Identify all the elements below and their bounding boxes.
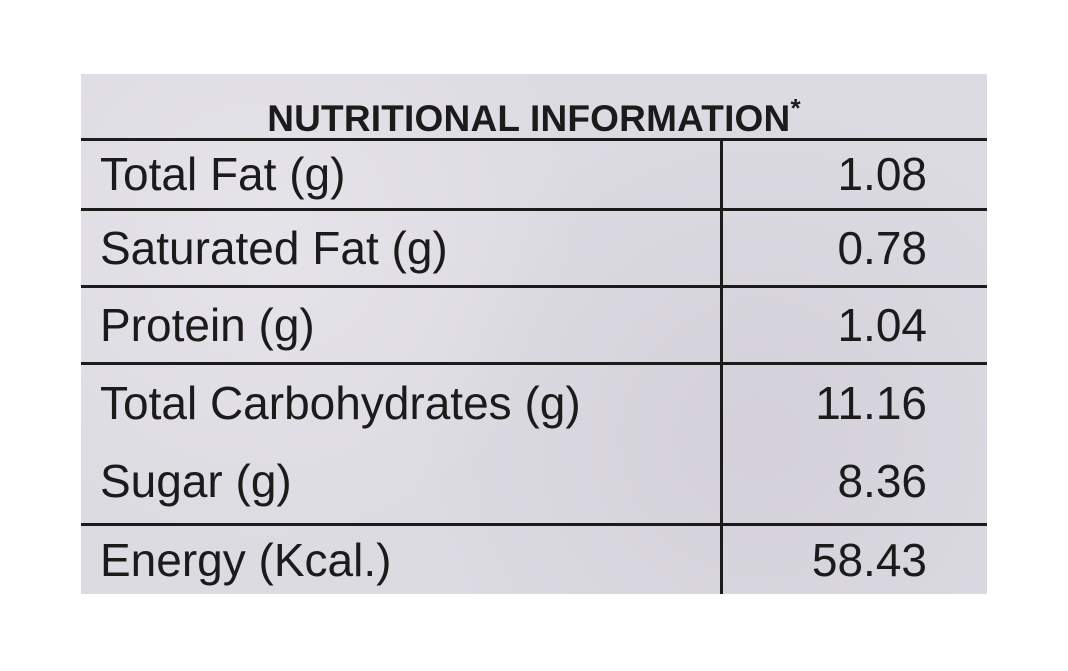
- title-text: NUTRITIONAL INFORMATION: [267, 98, 791, 139]
- nutrient-name: Total Carbohydrates (g): [100, 377, 581, 429]
- rule-row-1: [81, 208, 987, 211]
- column-divider: [720, 138, 723, 594]
- table-row: Energy (Kcal.) 58.43: [81, 522, 987, 598]
- table-row: Sugar (g) 8.36: [81, 443, 987, 519]
- rule-row-3: [81, 362, 987, 365]
- table-row: Total Carbohydrates (g) 11.16: [81, 365, 987, 441]
- nutrient-name: Total Fat (g): [100, 148, 346, 200]
- nutrient-value: 11.16: [815, 377, 927, 429]
- nutrition-label: NUTRITIONAL INFORMATION* Total Fat (g) 1…: [81, 74, 987, 594]
- rule-row-5: [81, 523, 987, 526]
- nutrient-name: Saturated Fat (g): [100, 222, 448, 274]
- nutrient-name: Energy (Kcal.): [100, 534, 392, 586]
- rule-top: [81, 138, 987, 141]
- nutrient-value: 1.04: [837, 299, 927, 351]
- table-row: Saturated Fat (g) 0.78: [81, 210, 987, 286]
- nutrition-title: NUTRITIONAL INFORMATION*: [81, 74, 987, 139]
- table-row: Total Fat (g) 1.08: [81, 136, 987, 212]
- nutrient-value: 0.78: [837, 222, 927, 274]
- nutrient-value: 8.36: [837, 455, 927, 507]
- nutrient-name: Sugar (g): [100, 455, 292, 507]
- table-row: Protein (g) 1.04: [81, 287, 987, 363]
- rule-row-2: [81, 285, 987, 288]
- title-asterisk: *: [790, 93, 801, 123]
- nutrient-value: 1.08: [837, 148, 927, 200]
- nutrient-value: 58.43: [811, 534, 927, 586]
- nutrient-name: Protein (g): [100, 299, 315, 351]
